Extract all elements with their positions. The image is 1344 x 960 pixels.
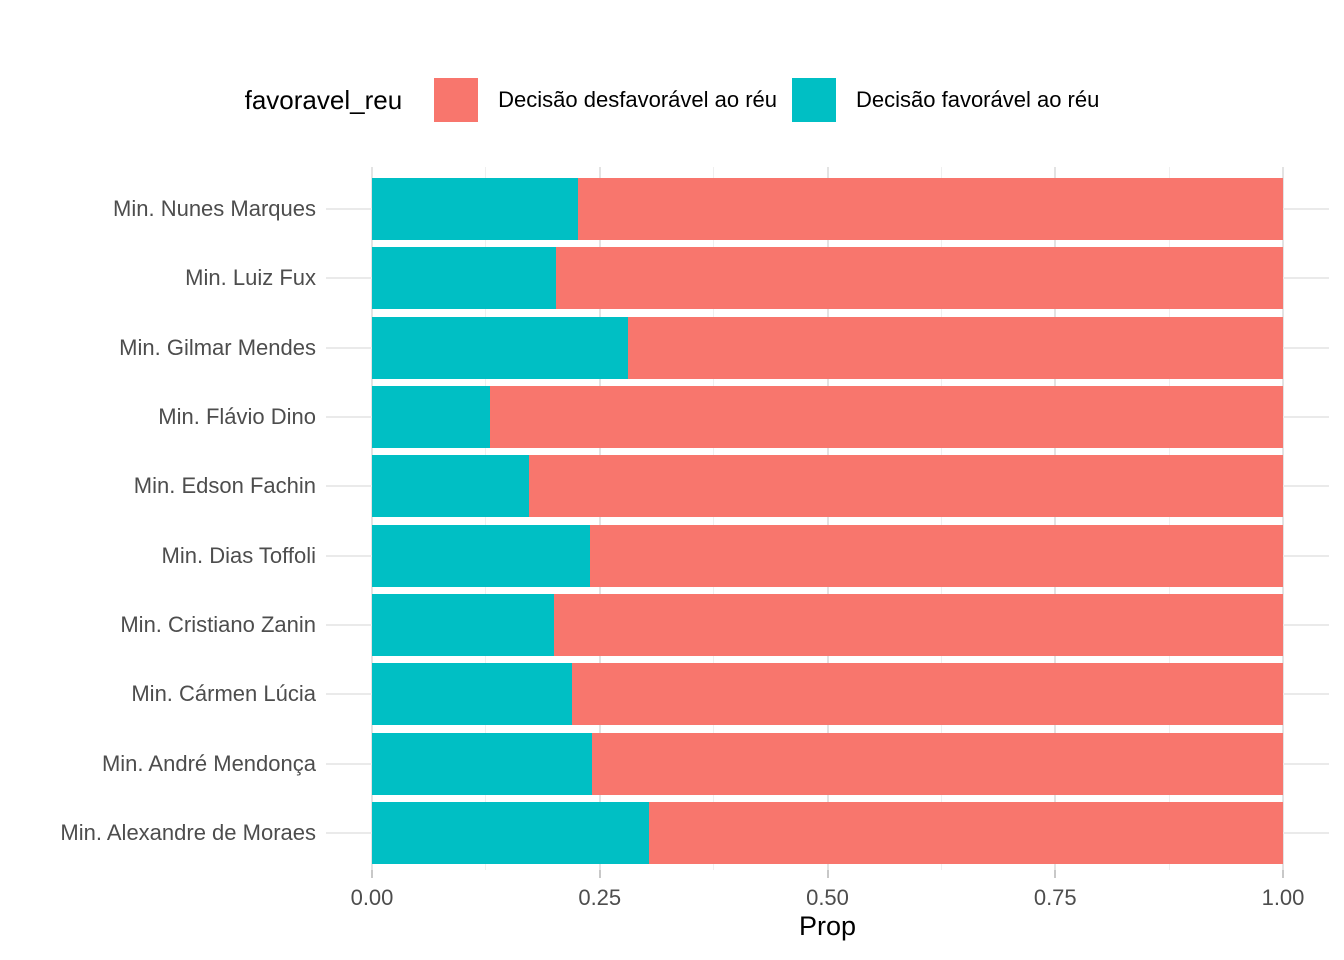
x-axis-tick-label: 0.75 — [1033, 885, 1077, 910]
gridline-vertical-minor — [713, 167, 715, 870]
bar-segment-favoravel — [372, 316, 628, 379]
bar-segment-desfavoravel — [554, 593, 1283, 656]
legend-label-favoravel: Decisão favorável ao réu — [856, 87, 1100, 112]
gridline-vertical-minor — [1168, 167, 1170, 870]
gridline-vertical-major — [371, 167, 373, 870]
y-axis-label: Min. Gilmar Mendes — [119, 334, 316, 360]
x-axis-tick-label: 0.25 — [578, 885, 622, 910]
bar-segment-favoravel — [372, 247, 557, 310]
x-axis-title: Prop — [798, 911, 857, 941]
bar-segment-desfavoravel — [627, 316, 1283, 379]
legend-swatch-desfavoravel — [434, 78, 479, 122]
bar-segment-favoravel — [372, 801, 649, 864]
x-axis-tick — [371, 870, 373, 878]
legend: favoravel_reu Decisão desfavorável ao ré… — [0, 66, 1344, 134]
bar-segment-desfavoravel — [589, 524, 1283, 587]
bar-segment-desfavoravel — [572, 663, 1283, 726]
y-axis-label: Min. Flávio Dino — [158, 403, 316, 429]
x-axis-tick — [1282, 870, 1284, 878]
bar-segment-favoravel — [372, 732, 593, 795]
y-axis-label: Min. Edson Fachin — [133, 473, 316, 499]
x-axis-tick — [598, 870, 601, 878]
y-axis-label: Min. André Mendonça — [101, 750, 316, 776]
y-axis-label: Min. Luiz Fux — [185, 265, 316, 291]
gridline-vertical-minor — [485, 167, 487, 870]
x-axis-tick-label: 1.00 — [1261, 885, 1305, 910]
legend-item-desfavoravel: Decisão desfavorável ao réu — [434, 78, 777, 122]
gridline-vertical-major — [1054, 167, 1057, 870]
y-axis-label: Min. Cristiano Zanin — [120, 611, 316, 637]
gridline-vertical-major — [1282, 167, 1284, 870]
legend-title: favoravel_reu — [244, 84, 403, 115]
x-axis-tick — [1054, 870, 1057, 878]
y-axis-label: Min. Alexandre de Moraes — [60, 819, 316, 845]
bar-segment-desfavoravel — [528, 455, 1283, 518]
bar-segment-favoravel — [372, 663, 573, 726]
bar-segment-desfavoravel — [577, 178, 1283, 240]
x-axis-tick-label: 0.50 — [806, 885, 849, 910]
gridline-vertical-major — [598, 167, 601, 870]
y-axis-label: Min. Cármen Lúcia — [131, 681, 316, 707]
bar-segment-desfavoravel — [648, 801, 1283, 864]
legend-label-desfavoravel: Decisão desfavorável ao réu — [498, 87, 777, 112]
bar-segment-desfavoravel — [490, 385, 1283, 448]
bar-segment-favoravel — [372, 455, 529, 518]
bar-segment-favoravel — [372, 385, 491, 448]
x-axis-tick-label: 0.00 — [350, 885, 394, 910]
y-axis-labels: Min. Nunes Marques Min. Luiz Fux Min. Gilm… — [0, 0, 316, 960]
bar-segment-favoravel — [372, 524, 590, 587]
gridline-vertical-minor — [940, 167, 942, 870]
plot-panel — [326, 167, 1329, 870]
bar-segment-desfavoravel — [556, 247, 1283, 310]
bar-segment-desfavoravel — [592, 732, 1283, 795]
y-axis-label: Min. Nunes Marques — [113, 196, 316, 221]
bar-segment-favoravel — [372, 178, 578, 240]
legend-item-favoravel: Decisão favorável ao réu — [792, 78, 1099, 122]
gridline-vertical-major — [826, 167, 829, 870]
y-axis-label: Min. Dias Toffoli — [161, 542, 316, 568]
bar-segment-favoravel — [372, 593, 555, 656]
x-axis-tick — [826, 870, 829, 878]
legend-swatch-favoravel — [792, 78, 836, 122]
